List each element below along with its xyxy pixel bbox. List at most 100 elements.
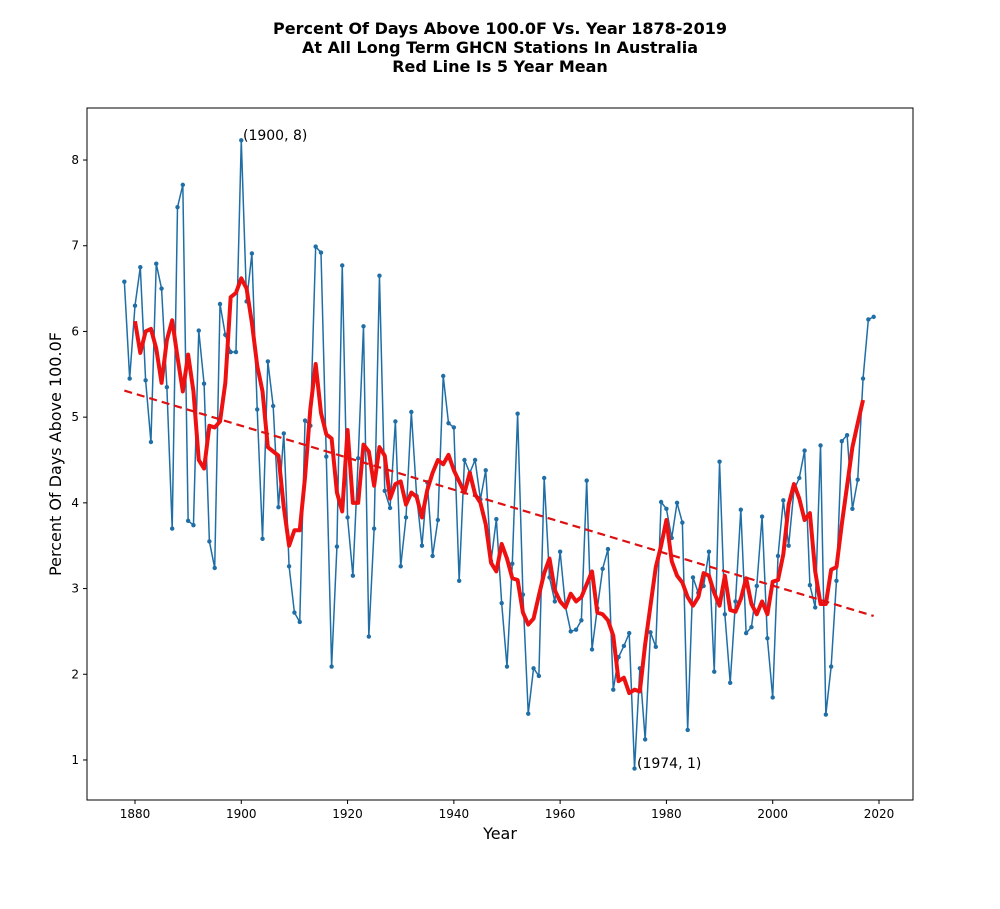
data-point: [377, 273, 382, 278]
data-point: [775, 553, 781, 559]
data-point: [866, 317, 871, 322]
data-point: [276, 504, 281, 510]
data-point: [823, 712, 829, 717]
series-line: [124, 389, 874, 618]
data-point: [361, 324, 366, 329]
data-point: [185, 518, 191, 524]
data-point: [579, 618, 584, 623]
series-line: [133, 276, 865, 696]
data-point: [738, 507, 744, 512]
data-point: [148, 439, 154, 445]
data-point: [409, 409, 414, 415]
data-point: [632, 766, 637, 771]
data-point: [281, 431, 286, 436]
data-point: [324, 454, 329, 459]
data-point: [541, 475, 547, 481]
data-point: [658, 499, 664, 505]
data-point: [611, 687, 616, 692]
data-point: [318, 250, 324, 255]
data-point: [441, 373, 446, 379]
data-point: [839, 438, 844, 444]
data-point: [786, 543, 791, 548]
data-point: [722, 612, 728, 617]
data-point: [680, 520, 685, 525]
data-point: [159, 286, 164, 291]
x-tick-label: 2020: [864, 807, 895, 821]
data-point: [743, 630, 749, 636]
data-point: [797, 475, 802, 481]
data-point: [648, 630, 653, 635]
data-point: [239, 138, 244, 143]
plot-frame: [86, 107, 914, 801]
data-point: [664, 506, 669, 512]
data-point: [526, 711, 531, 716]
data-point: [818, 443, 823, 448]
y-axis-label: Percent Of Days Above 100.0F: [46, 332, 65, 576]
y-tick-label: 5: [71, 410, 79, 424]
x-tick-label: 1900: [226, 807, 257, 821]
data-point: [169, 526, 175, 531]
data-point: [770, 695, 775, 700]
data-point: [382, 488, 387, 494]
data-point: [255, 407, 260, 412]
data-point: [430, 553, 435, 559]
y-tick-label: 3: [71, 582, 79, 596]
data-point: [515, 411, 520, 416]
data-point: [451, 425, 457, 430]
data-point: [403, 515, 409, 520]
data-point: [712, 669, 717, 674]
y-tick-label: 7: [71, 239, 79, 253]
chart-title: At All Long Term GHCN Stations In Austra…: [302, 38, 698, 57]
data-point: [642, 737, 648, 742]
data-point: [536, 673, 542, 679]
data-point: [456, 578, 462, 584]
x-tick-label: 1980: [651, 807, 682, 821]
data-point: [573, 627, 579, 632]
data-point: [568, 629, 573, 634]
data-point: [706, 549, 712, 554]
data-point: [212, 565, 217, 571]
x-tick-label: 1940: [439, 807, 470, 821]
data-point: [765, 636, 770, 641]
data-point: [138, 264, 143, 270]
data-point: [292, 610, 297, 615]
data-point: [499, 600, 504, 606]
data-point: [334, 544, 340, 549]
x-tick-label: 1920: [332, 807, 363, 821]
data-point: [860, 376, 866, 381]
data-point: [584, 478, 589, 483]
data-point: [313, 244, 318, 249]
data-point: [201, 381, 207, 386]
data-point: [727, 680, 733, 686]
data-point: [387, 505, 393, 511]
data-point: [674, 500, 680, 506]
data-point: [504, 664, 510, 669]
data-point: [690, 575, 696, 580]
data-point: [154, 261, 159, 266]
x-tick-label: 1960: [545, 807, 576, 821]
data-point: [435, 517, 441, 523]
data-point: [329, 664, 334, 669]
y-tick-label: 6: [71, 324, 79, 338]
data-point: [754, 583, 759, 589]
annotation: (1900, 8): [243, 128, 307, 144]
data-point: [143, 378, 148, 383]
data-point: [844, 432, 850, 438]
data-point: [340, 263, 345, 268]
data-point: [286, 564, 292, 569]
data-point: [132, 303, 138, 308]
data-point: [350, 573, 356, 578]
data-point: [494, 516, 499, 522]
data-point: [265, 359, 271, 364]
x-tick-label: 1880: [120, 807, 151, 821]
annotation: (1974, 1): [637, 756, 701, 772]
data-point: [462, 457, 467, 463]
data-point: [355, 456, 361, 461]
data-point: [621, 643, 627, 649]
data-point: [483, 468, 488, 473]
data-point: [164, 384, 170, 390]
y-tick-label: 4: [71, 496, 79, 510]
data-point: [472, 457, 478, 463]
data-point: [627, 630, 632, 636]
data-point: [175, 204, 180, 210]
